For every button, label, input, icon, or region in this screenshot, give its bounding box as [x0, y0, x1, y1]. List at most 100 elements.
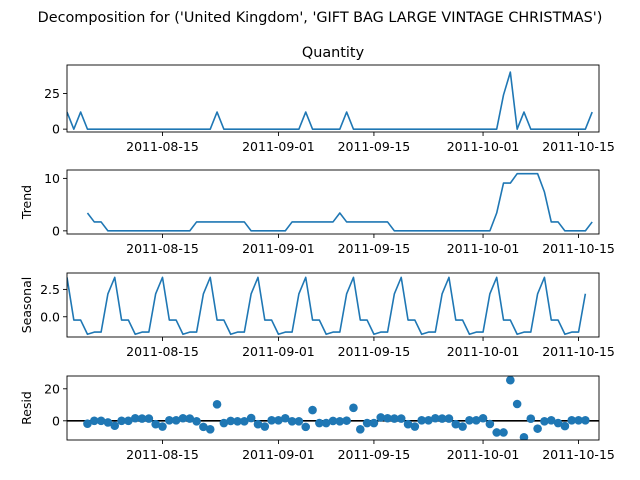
seasonal-xtick-label: 2011-10-15	[542, 344, 615, 359]
seasonal-ytick-label: 0.0	[40, 309, 60, 324]
resid-point	[274, 416, 283, 425]
resid-point	[560, 421, 570, 431]
resid-point	[185, 414, 195, 423]
resid-xtick-label: 2011-10-15	[542, 447, 615, 462]
resid-point	[383, 413, 392, 423]
resid-point	[83, 419, 92, 428]
resid-point	[137, 414, 147, 423]
resid-point	[240, 416, 249, 426]
resid-point	[335, 416, 345, 426]
resid-point	[519, 432, 529, 440]
seasonal-xtick-label: 2011-08-15	[126, 344, 199, 359]
resid-point	[485, 419, 495, 429]
resid-point	[471, 416, 481, 425]
resid-point	[308, 405, 317, 415]
observed-xtick-label: 2011-08-15	[126, 139, 199, 154]
resid-point	[144, 414, 154, 423]
resid-point	[199, 422, 208, 432]
resid-point	[465, 416, 474, 425]
resid-point	[117, 416, 126, 426]
resid-point	[328, 416, 338, 426]
seasonal-ylabel: Seasonal	[19, 277, 34, 334]
resid-axes-frame	[66, 375, 600, 441]
resid-point	[205, 424, 215, 434]
resid-point	[349, 403, 358, 413]
resid-xtick-label: 2011-08-15	[126, 447, 199, 462]
seasonal-xtick-label: 2011-09-01	[242, 344, 315, 359]
resid-point	[178, 413, 188, 423]
resid-point	[437, 414, 447, 423]
resid-point	[246, 413, 256, 423]
observed-xtick-label: 2011-09-15	[338, 139, 411, 154]
resid-point	[506, 376, 515, 385]
resid-xtick-label: 2011-09-15	[338, 447, 411, 462]
resid-point	[540, 416, 549, 426]
resid-point	[362, 418, 372, 428]
resid-point	[355, 424, 365, 434]
resid-point	[581, 416, 590, 425]
resid-point	[574, 416, 583, 425]
resid-point	[403, 419, 413, 429]
resid-point	[553, 418, 563, 428]
resid-point	[342, 416, 351, 425]
resid-point	[301, 422, 311, 432]
resid-point	[158, 422, 167, 431]
resid-point	[226, 416, 235, 426]
trend-ytick-label: 10	[44, 171, 60, 186]
resid-point	[219, 418, 229, 428]
resid-point	[233, 416, 242, 426]
seasonal-xtick-label: 2011-10-01	[447, 344, 520, 359]
trend-xtick-label: 2011-09-01	[242, 241, 315, 256]
resid-point	[369, 418, 379, 428]
resid-point	[499, 428, 508, 437]
resid-point	[89, 416, 99, 426]
trend-xtick-label: 2011-10-01	[447, 241, 520, 256]
resid-point	[526, 414, 536, 424]
resid-point	[124, 416, 133, 426]
seasonal-xtick-label: 2011-09-15	[338, 344, 411, 359]
resid-point	[171, 416, 181, 425]
observed-series-line	[67, 71, 593, 130]
seasonal-ytick-label: 2.5	[40, 282, 60, 297]
resid-xtick-label: 2011-10-01	[447, 447, 520, 462]
resid-ytick-label: 20	[44, 381, 60, 396]
resid-point	[130, 413, 140, 423]
seasonal-axes-frame	[66, 272, 600, 338]
resid-point	[431, 413, 440, 423]
resid-ylabel: Resid	[19, 391, 34, 425]
trend-series-line	[86, 172, 593, 232]
resid-point	[103, 418, 113, 427]
trend-ylabel: Trend	[19, 185, 34, 220]
resid-ytick-label: 0	[52, 413, 60, 428]
resid-point	[287, 416, 297, 426]
resid-point	[417, 416, 426, 425]
resid-point	[444, 414, 454, 423]
resid-point	[294, 416, 304, 426]
observed-xtick-label: 2011-09-01	[242, 139, 315, 154]
resid-point	[546, 416, 556, 425]
resid-point	[96, 416, 106, 426]
seasonal-panel: 0.0 2.5 2011-08-15 2011-09-01 2011-09-15 2011…	[19, 272, 615, 359]
resid-point	[458, 422, 467, 431]
resid-xtick-label: 2011-09-01	[242, 447, 315, 462]
resid-point	[315, 418, 324, 428]
resid-panel: 0 20 2011-08-15 2011-09-01 2011-09-15 2011-10…	[19, 375, 615, 462]
resid-point	[280, 413, 290, 423]
observed-title: Quantity	[302, 45, 365, 61]
observed-xtick-label: 2011-10-01	[447, 139, 520, 154]
resid-point	[165, 416, 174, 425]
resid-point	[212, 400, 222, 409]
resid-point	[151, 419, 160, 429]
resid-point	[267, 416, 276, 425]
observed-panel: 0 25 2011-08-15 2011-09-01 2011-09-15 2011-10…	[44, 45, 615, 154]
resid-point	[396, 414, 406, 423]
resid-point	[410, 422, 420, 431]
resid-point	[478, 413, 488, 423]
resid-point	[376, 413, 386, 422]
trend-panel: 0 10 2011-08-15 2011-09-01 2011-09-15 2011-10…	[19, 169, 615, 256]
resid-point	[321, 418, 331, 428]
resid-point	[533, 424, 542, 433]
resid-point	[390, 414, 399, 423]
resid-point	[492, 428, 501, 437]
